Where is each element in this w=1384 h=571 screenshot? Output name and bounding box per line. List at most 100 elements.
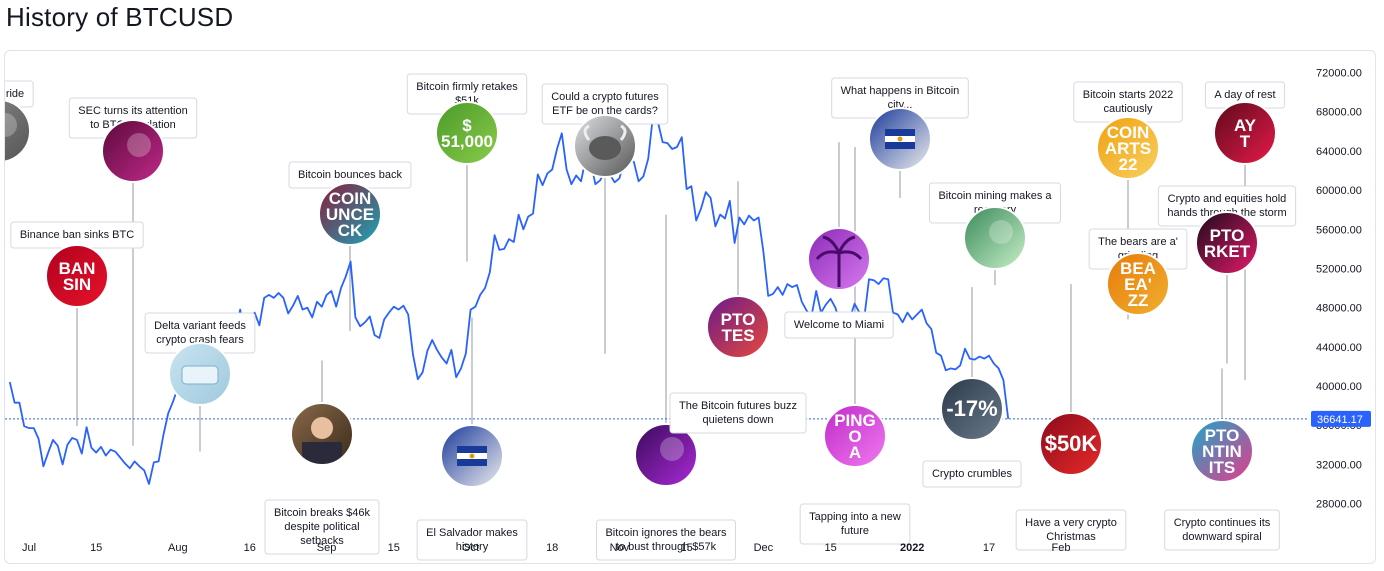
callout-thumbnail-icon[interactable] [964, 207, 1026, 269]
callout-text: ride [6, 88, 24, 100]
flag-band-icon [457, 446, 487, 453]
news-callout[interactable]: Bitcoin firmly retakes$51k$51,000 [406, 73, 528, 165]
news-callout[interactable]: El Salvador makes history [416, 424, 528, 561]
callout-text: Christmas [1046, 531, 1096, 543]
thumbnail-ring [5, 99, 31, 163]
callout-text: A day of rest [1214, 89, 1275, 101]
news-callout[interactable]: Welcome to Miami [784, 227, 894, 339]
callout-text: setbacks [300, 535, 344, 547]
callout-thumbnail-icon[interactable] [869, 108, 931, 170]
callout-thumbnail-icon[interactable] [169, 343, 231, 405]
x-tick-label: 15 [680, 542, 692, 554]
callout-box [784, 311, 894, 339]
callout-box [669, 392, 807, 434]
callout-thumbnail-icon[interactable] [808, 228, 870, 290]
callout-text: Binance ban sinks BTC [20, 229, 134, 241]
thumbnail-art-text: SIN [63, 275, 91, 294]
x-tick-label: Feb [1052, 542, 1071, 554]
thumbnail-ring [823, 404, 887, 468]
news-callout[interactable]: Bitcoin breaks $46k despite political setb… [264, 402, 380, 555]
y-tick-label: 72000.00 [1316, 68, 1362, 80]
callout-text: future [841, 525, 869, 537]
thumbnail-art-text: EA' [1124, 275, 1152, 294]
callout-thumbnail-icon[interactable] [635, 424, 697, 486]
bull-head-icon [589, 136, 621, 160]
news-callout[interactable]: Crypto continues its downward spiral PTONT… [1164, 419, 1280, 551]
news-callout[interactable]: Crypto crumbles -17% [922, 377, 1022, 488]
callout-text: The Bitcoin futures buzz [679, 400, 797, 412]
callout-box [416, 519, 528, 561]
news-callout[interactable]: Bitcoin ignores the bears to bust through… [595, 423, 737, 561]
news-callout[interactable]: Bitcoin mining makes arecovery [928, 182, 1062, 270]
flag-band-icon [457, 459, 487, 466]
y-tick-label: 48000.00 [1316, 303, 1362, 315]
callout-text: Have a very crypto [1025, 517, 1117, 529]
callout-thumbnail-icon[interactable]: $50K [1040, 413, 1102, 475]
x-tick-label: 16 [244, 542, 256, 554]
news-callout[interactable]: Have a very crypto Christmas $50K [1015, 412, 1127, 551]
callout-text: Welcome to Miami [794, 319, 884, 331]
news-callout[interactable]: Delta variant feeds crypto crash fears [144, 312, 256, 406]
thumbnail-art-text: NTIN [1202, 442, 1242, 461]
thumbnail-bg [964, 207, 1026, 269]
callout-thumbnail-icon[interactable] [102, 120, 164, 182]
portrait-face-icon [311, 417, 333, 439]
callout-text: downward spiral [1182, 531, 1261, 543]
news-callout[interactable]: The bears are a'grizzlingBEAEA'ZZ [1088, 228, 1188, 316]
callout-thumbnail-icon[interactable]: $51,000 [436, 102, 498, 164]
thumbnail-art-text: ITS [1209, 458, 1235, 477]
flag-emblem-icon [897, 136, 903, 142]
callout-thumbnail-icon[interactable] [574, 115, 636, 177]
thumbnail-ring [435, 101, 499, 165]
y-tick-label: 68000.00 [1316, 107, 1362, 119]
callout-thumbnail-icon[interactable] [441, 425, 503, 487]
thumbnail-art-text: COIN [329, 189, 372, 208]
y-tick-label: 60000.00 [1316, 185, 1362, 197]
thumbnail-bg [319, 183, 381, 245]
callout-thumbnail-icon[interactable]: -17% [941, 378, 1003, 440]
callout-thumbnail-icon[interactable]: AYT [1214, 102, 1276, 164]
thumbnail-art-text: BAN [59, 259, 96, 278]
thumbnail-art-text: $50K [1045, 431, 1098, 456]
thumbnail-art-text: $ [462, 116, 472, 135]
thumbnail-bg [1196, 212, 1258, 274]
callout-text: Bitcoin mining makes a [938, 190, 1052, 202]
callout-text: Bitcoin starts 2022 [1083, 89, 1174, 101]
callout-box [1164, 509, 1280, 551]
news-callout[interactable]: The Bitcoin futures buzz quietens down PTO… [669, 295, 807, 434]
x-tick-label: Oct [462, 542, 479, 554]
thumbnail-ring [101, 119, 165, 183]
callout-text: SEC turns its attention [78, 105, 187, 117]
thumbnail-ring [706, 295, 770, 359]
flag-emblem-icon [469, 453, 475, 459]
news-callout[interactable]: Could a crypto futures ETF be on the card… [541, 83, 669, 178]
news-callout[interactable]: ride [5, 80, 34, 163]
thumbnail-ring [318, 182, 382, 246]
thumbnail-art-text: PTO [1210, 226, 1245, 245]
thumbnail-bg [46, 245, 108, 307]
x-tick-label: Jul [22, 542, 36, 554]
page-title: History of BTCUSD [6, 2, 234, 32]
news-callout[interactable]: What happens in Bitcoincity... [831, 77, 969, 171]
chart-frame[interactable]: ride Binance ban sinks BTC BAN SIN SEC turns… [4, 50, 1376, 564]
thumbnail-ring [963, 206, 1027, 270]
callout-thumbnail-icon[interactable] [291, 403, 353, 472]
thumbnail-bg [5, 100, 30, 162]
callout-thumbnail-icon[interactable] [5, 100, 30, 162]
